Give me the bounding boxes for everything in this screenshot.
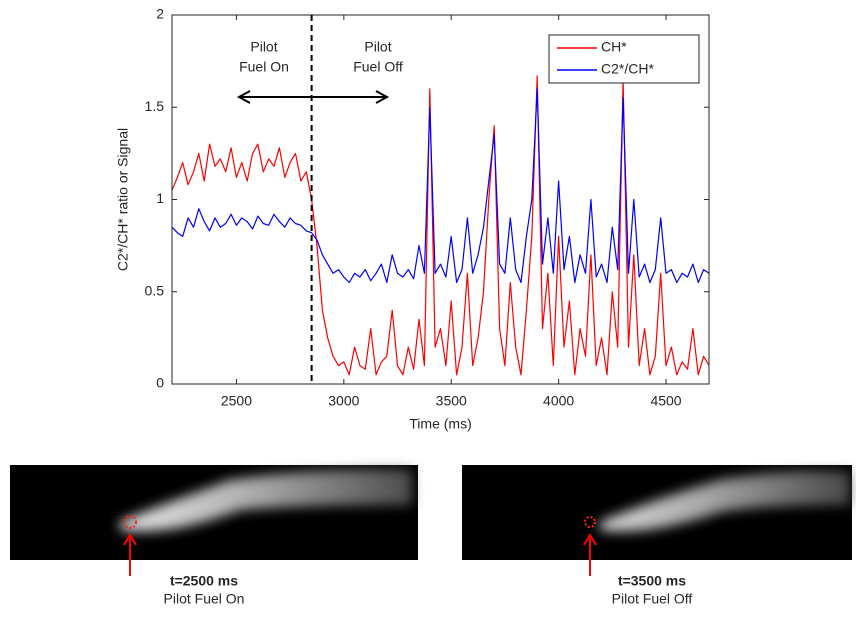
x-tick-label: 4500: [650, 393, 681, 409]
flame-image-right: [462, 465, 852, 576]
flame-image-left: [10, 465, 418, 576]
x-tick-label: 2500: [221, 393, 252, 409]
y-tick-label: 2: [156, 6, 164, 22]
y-tick-label: 0: [156, 375, 164, 391]
arrow-head: [236, 90, 251, 104]
y-tick-label: 1: [156, 190, 164, 206]
annotation: Pilot: [364, 39, 391, 55]
x-tick-label: 3000: [328, 393, 359, 409]
data-line: [171, 88, 710, 284]
y-tick-label: 0.5: [145, 282, 165, 298]
image-time: t=2500 ms: [170, 573, 238, 589]
legend-box: [548, 34, 700, 84]
annotation: Fuel On: [239, 59, 289, 75]
legend-label: C2*/CH*: [601, 61, 654, 77]
annotation: Pilot: [250, 39, 277, 55]
image-time: t=3500 ms: [618, 573, 686, 589]
arrow-head: [375, 90, 390, 104]
annotation: Fuel Off: [353, 59, 403, 75]
image-label: Pilot Fuel Off: [612, 591, 693, 607]
image-label: Pilot Fuel On: [164, 591, 245, 607]
x-axis-label: Time (ms): [409, 416, 471, 432]
legend-label: CH*: [601, 39, 627, 55]
y-axis-label: C2*/CH* ratio or Signal: [115, 128, 131, 271]
x-tick-label: 4000: [543, 393, 574, 409]
data-line: [171, 75, 710, 376]
x-tick-label: 3500: [436, 393, 467, 409]
y-tick-label: 1.5: [145, 98, 165, 114]
